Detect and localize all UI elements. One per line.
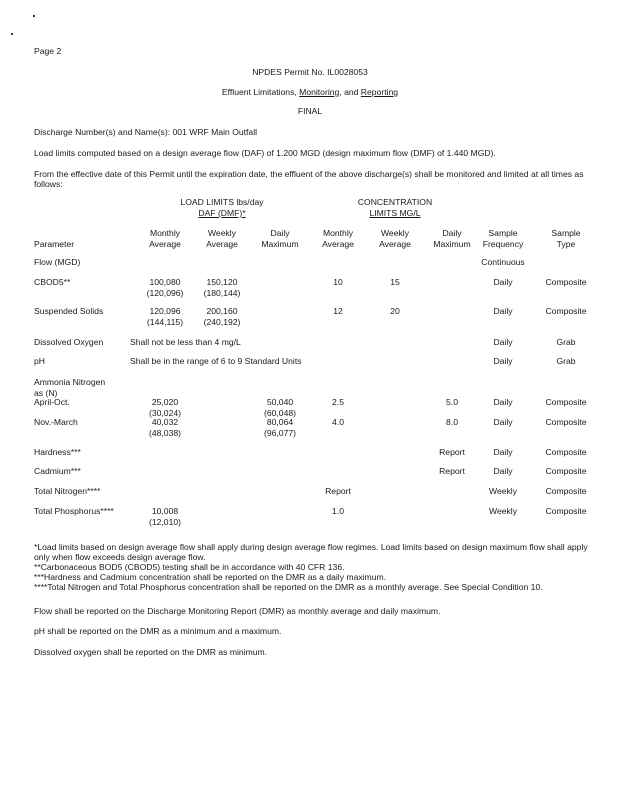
page-label: Page 2	[34, 46, 62, 56]
discharge-line: Discharge Number(s) and Name(s): 001 WRF…	[34, 127, 258, 137]
table-cell-load-monthly: 120,096 (144,115)	[146, 306, 184, 327]
table-cell-type: Composite	[545, 417, 587, 427]
table-cell-param: Dissolved Oxygen	[34, 337, 104, 347]
table-cell-conc-weekly: 20	[390, 306, 400, 316]
table-cell-conc-monthly: 12	[333, 306, 343, 316]
table-cell-param: Total Phosphorus****	[34, 506, 114, 516]
table-cell-load-monthly: 25,020 (30,024)	[148, 397, 182, 418]
table-cell-load-daily: 50,040 (60,048)	[263, 397, 297, 418]
load-basis-line: Load limits computed based on a design a…	[34, 148, 496, 158]
table-cell-frequency: Daily	[493, 466, 513, 476]
load-limits-subtitle: DAF (DMF)*	[198, 208, 246, 218]
table-cell-load-daily: 80,064 (96,077)	[263, 417, 297, 438]
reporting-note: Flow shall be reported on the Discharge …	[34, 606, 441, 616]
footnote: ****Total Nitrogen and Total Phosphorus …	[34, 582, 543, 592]
table-cell-conc-monthly: 1.0	[332, 506, 344, 516]
table-cell-param: pH	[34, 356, 45, 366]
concentration-title: CONCENTRATION	[357, 197, 433, 207]
load-limits-title: LOAD LIMITS lbs/day	[180, 197, 264, 207]
table-cell-param: Suspended Solids	[34, 306, 104, 316]
table-cell-param: Cadmium***	[34, 466, 81, 476]
table-cell-load-weekly: 150,120 (180,144)	[203, 277, 241, 298]
footnote: **Carbonaceous BOD5 (CBOD5) testing shal…	[34, 562, 345, 572]
table-cell-conc-monthly: 2.5	[332, 397, 344, 407]
section-title: Effluent Limitations, Monitoring, and Re…	[222, 87, 398, 97]
column-header-conc-weekly: Weekly Average	[379, 228, 411, 249]
table-cell-load-monthly: 40,032 (48,038)	[148, 417, 182, 438]
table-cell-conc-daily: Report	[439, 447, 465, 457]
column-header-conc-daily: Daily Maximum	[433, 228, 471, 249]
table-cell-conc-daily: 5.0	[446, 397, 458, 407]
table-cell-conc-monthly: 4.0	[332, 417, 344, 427]
footnote: ***Hardness and Cadmium concentration sh…	[34, 572, 387, 582]
table-cell-frequency: Continuous	[481, 257, 525, 267]
load-limits-group-header: LOAD LIMITS lbs/day DAF (DMF)*	[180, 197, 263, 219]
table-cell-param: Flow (MGD)	[34, 257, 81, 267]
table-cell-load-monthly: 100,080 (120,096)	[146, 277, 184, 298]
table-cell-frequency: Daily	[493, 337, 513, 347]
table-cell-type: Grab	[556, 356, 576, 366]
table-cell-span-text: Shall be in the range of 6 to 9 Standard…	[130, 356, 302, 366]
column-header-load-weekly: Weekly Average	[206, 228, 238, 249]
table-cell-type: Composite	[545, 466, 587, 476]
table-cell-span-text: Shall not be less than 4 mg/L	[130, 337, 241, 347]
section-title-text: Effluent Limitations,	[221, 87, 300, 97]
section-title-reporting: Reporting	[360, 87, 399, 97]
table-cell-conc-daily: 8.0	[446, 417, 458, 427]
scan-speck	[11, 33, 13, 35]
table-cell-param: Ammonia Nitrogen as (N)	[34, 377, 106, 398]
table-cell-type: Composite	[545, 486, 587, 496]
table-cell-param: Total Nitrogen****	[34, 486, 101, 496]
table-cell-type: Composite	[545, 277, 587, 287]
column-header-load-daily: Daily Maximum	[261, 228, 299, 249]
table-cell-load-monthly: 10,008 (12,010)	[148, 506, 182, 527]
table-cell-frequency: Weekly	[488, 486, 518, 496]
section-title-and: , and	[339, 87, 361, 97]
table-cell-conc-weekly: 15	[390, 277, 400, 287]
table-cell-type: Composite	[545, 306, 587, 316]
table-cell-load-weekly: 200,160 (240,192)	[203, 306, 241, 327]
concentration-subtitle: LIMITS MG/L	[369, 208, 421, 218]
reporting-note: Dissolved oxygen shall be reported on th…	[34, 647, 268, 657]
table-cell-frequency: Daily	[493, 277, 513, 287]
table-cell-conc-daily: Report	[439, 466, 465, 476]
column-header-type: Sample Type	[551, 228, 581, 249]
table-cell-param: Nov.-March	[34, 417, 78, 427]
column-header-frequency: Sample Frequency	[482, 228, 524, 249]
table-cell-conc-monthly: 10	[333, 277, 343, 287]
table-cell-frequency: Weekly	[488, 506, 518, 516]
table-cell-param: Hardness***	[34, 447, 81, 457]
reporting-note: pH shall be reported on the DMR as a min…	[34, 626, 282, 636]
table-cell-type: Composite	[545, 506, 587, 516]
scan-speck	[33, 15, 35, 17]
column-header-conc-monthly: Monthly Average	[322, 228, 354, 249]
table-cell-conc-monthly: Report	[325, 486, 351, 496]
table-cell-frequency: Daily	[493, 417, 513, 427]
table-cell-frequency: Daily	[493, 397, 513, 407]
table-cell-frequency: Daily	[493, 447, 513, 457]
table-cell-param: April-Oct.	[34, 397, 70, 407]
concentration-group-header: CONCENTRATION LIMITS MG/L	[358, 197, 432, 219]
table-cell-type: Composite	[545, 447, 587, 457]
table-cell-param: CBOD5**	[34, 277, 71, 287]
status-label: FINAL	[297, 106, 323, 116]
footnote: *Load limits based on design average flo…	[34, 542, 588, 563]
section-title-monitoring: Monitoring	[299, 87, 340, 97]
column-header-param: Parameter	[34, 239, 75, 249]
table-cell-frequency: Daily	[493, 306, 513, 316]
permit-number: NPDES Permit No. IL0028053	[252, 67, 368, 77]
column-header-load-monthly: Monthly Average	[149, 228, 181, 249]
table-cell-type: Grab	[556, 337, 576, 347]
table-cell-frequency: Daily	[493, 356, 513, 366]
table-cell-type: Composite	[545, 397, 587, 407]
effective-paragraph: From the effective date of this Permit u…	[34, 169, 584, 190]
